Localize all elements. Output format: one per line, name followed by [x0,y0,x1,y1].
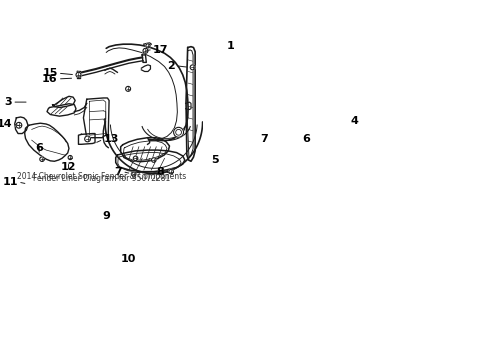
Circle shape [125,86,130,91]
Text: 4: 4 [350,116,358,126]
Circle shape [40,157,44,162]
Text: 7: 7 [114,167,122,177]
Text: 7: 7 [260,134,267,144]
Circle shape [68,156,72,159]
Text: 17: 17 [153,45,168,55]
Text: Fender Liner Diagram for 95072281: Fender Liner Diagram for 95072281 [33,174,170,183]
Circle shape [142,48,148,53]
Text: 12: 12 [61,162,76,172]
Text: 15: 15 [42,68,58,78]
Text: 16: 16 [42,74,58,84]
Text: 2014 Chevrolet Sonic Fender & Components: 2014 Chevrolet Sonic Fender & Components [17,172,186,181]
Text: 2: 2 [167,61,175,71]
Circle shape [84,136,90,142]
Circle shape [16,122,22,128]
Text: 6: 6 [302,134,309,144]
Text: 6: 6 [35,144,43,153]
Text: 13: 13 [103,134,119,144]
Text: 3: 3 [5,97,12,107]
Circle shape [173,127,183,137]
Text: 11: 11 [2,177,18,187]
Circle shape [133,156,138,161]
Circle shape [190,65,195,70]
Circle shape [151,158,156,162]
Text: 5: 5 [211,155,218,165]
Text: 14: 14 [0,119,12,129]
Text: 10: 10 [120,255,136,264]
Circle shape [168,169,173,174]
Circle shape [76,72,81,77]
Text: 9: 9 [102,211,110,221]
Circle shape [175,129,181,135]
Text: 8: 8 [156,167,164,177]
Text: 1: 1 [226,41,234,51]
Circle shape [145,44,150,48]
Circle shape [132,172,136,176]
